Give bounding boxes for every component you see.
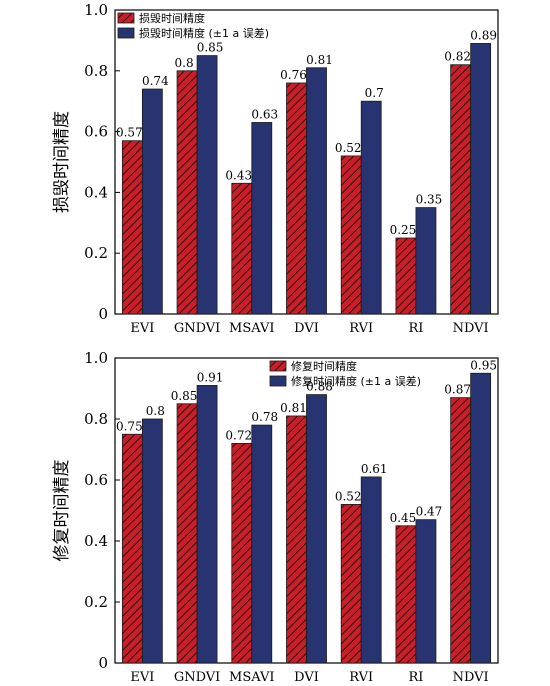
bar-ndvi-series-1 bbox=[450, 64, 472, 315]
data-label: 0.89 bbox=[470, 28, 497, 42]
data-label: 0.57 bbox=[116, 126, 143, 140]
data-label: 0.87 bbox=[444, 383, 471, 397]
x-category-label: RVI bbox=[349, 321, 373, 336]
bar-ndvi-series-1 bbox=[450, 397, 472, 664]
x-category-label: DVI bbox=[294, 321, 319, 336]
bar-ri-series-1 bbox=[395, 525, 417, 664]
legend-swatch-series-1 bbox=[117, 12, 135, 24]
bar-evi-series-1 bbox=[121, 433, 143, 664]
y-tick-label: 0.8 bbox=[84, 62, 108, 80]
data-label: 0.43 bbox=[225, 168, 252, 182]
bar-dvi-series-1 bbox=[286, 82, 307, 315]
legend-swatch-series-2 bbox=[269, 375, 287, 387]
x-category-label: EVI bbox=[130, 670, 154, 685]
bar-ndvi-series-2 bbox=[470, 43, 492, 315]
x-category-label: MSAVI bbox=[229, 670, 274, 685]
data-label: 0.61 bbox=[361, 462, 388, 476]
bar-msavi-series-2 bbox=[251, 424, 273, 664]
bar-dvi-series-2 bbox=[306, 394, 327, 664]
data-label: 0.74 bbox=[142, 74, 169, 88]
data-label: 0.75 bbox=[116, 419, 143, 433]
bar-chart-2: 00.20.40.60.81.0修复时间精度0.750.8EVI0.850.91… bbox=[52, 349, 499, 685]
legend-swatch-series-1 bbox=[269, 360, 287, 372]
data-label: 0.35 bbox=[416, 193, 443, 207]
data-label: 0.85 bbox=[171, 389, 198, 403]
x-category-label: RI bbox=[408, 670, 423, 685]
y-tick-label: 0.4 bbox=[84, 183, 108, 201]
x-category-label: NDVI bbox=[453, 670, 489, 685]
data-label: 0.25 bbox=[390, 223, 417, 237]
bar-dvi-series-2 bbox=[306, 67, 327, 315]
bar-gndvi-series-1 bbox=[176, 403, 198, 664]
data-label: 0.8 bbox=[175, 56, 194, 70]
y-tick-label: 0 bbox=[98, 654, 108, 672]
bar-msavi-series-1 bbox=[231, 442, 253, 664]
bar-rvi-series-2 bbox=[360, 476, 382, 664]
data-label: 0.88 bbox=[306, 380, 333, 394]
legend-label-series-1: 损毁时间精度 bbox=[139, 11, 205, 25]
data-label: 0.91 bbox=[197, 370, 224, 384]
data-label: 0.45 bbox=[390, 511, 417, 525]
bar-rvi-series-1 bbox=[340, 503, 362, 664]
y-tick-label: 1.0 bbox=[84, 1, 108, 19]
bar-dvi-series-1 bbox=[286, 415, 307, 664]
x-category-label: GNDVI bbox=[174, 670, 220, 685]
y-tick-label: 1.0 bbox=[84, 349, 108, 367]
bar-ri-series-2 bbox=[415, 207, 437, 315]
y-tick-label: 0.6 bbox=[84, 471, 108, 489]
data-label: 0.72 bbox=[225, 428, 252, 442]
data-label: 0.85 bbox=[197, 41, 224, 55]
data-label: 0.95 bbox=[470, 358, 497, 372]
bar-msavi-series-2 bbox=[251, 122, 273, 315]
data-label: 0.52 bbox=[335, 489, 362, 503]
data-label: 0.81 bbox=[280, 401, 307, 415]
legend-label-series-2: 损毁时间精度 (±1 a 误差) bbox=[139, 26, 269, 40]
legend-swatch-series-2 bbox=[117, 27, 135, 39]
x-category-label: DVI bbox=[294, 670, 319, 685]
y-tick-label: 0.2 bbox=[84, 244, 108, 262]
bar-evi-series-2 bbox=[141, 418, 163, 664]
data-label: 0.82 bbox=[444, 50, 471, 64]
data-label: 0.8 bbox=[146, 404, 165, 418]
data-label: 0.81 bbox=[306, 53, 333, 67]
data-label: 0.76 bbox=[280, 68, 307, 82]
bar-rvi-series-2 bbox=[360, 100, 382, 315]
y-tick-label: 0.4 bbox=[84, 532, 108, 550]
bar-ri-series-2 bbox=[415, 519, 437, 664]
y-tick-label: 0 bbox=[98, 305, 108, 323]
y-tick-label: 0.8 bbox=[84, 410, 108, 428]
x-category-label: EVI bbox=[130, 321, 154, 336]
y-axis-title: 修复时间精度 bbox=[52, 460, 72, 562]
x-category-label: MSAVI bbox=[229, 321, 274, 336]
data-label: 0.47 bbox=[416, 505, 443, 519]
legend-label-series-1: 修复时间精度 bbox=[291, 359, 357, 373]
data-label: 0.63 bbox=[251, 107, 278, 121]
bar-gndvi-series-2 bbox=[196, 385, 218, 664]
legend-label-series-2: 修复时间精度 (±1 a 误差) bbox=[291, 374, 421, 388]
x-category-label: GNDVI bbox=[174, 321, 220, 336]
bar-ndvi-series-2 bbox=[470, 372, 492, 664]
bar-evi-series-2 bbox=[141, 88, 163, 315]
data-label: 0.78 bbox=[251, 410, 278, 424]
data-label: 0.7 bbox=[365, 86, 384, 100]
y-tick-label: 0.2 bbox=[84, 593, 108, 611]
bar-evi-series-1 bbox=[121, 140, 143, 315]
x-category-label: RVI bbox=[349, 670, 373, 685]
bar-rvi-series-1 bbox=[340, 155, 362, 315]
bar-gndvi-series-1 bbox=[176, 70, 198, 315]
y-tick-label: 0.6 bbox=[84, 123, 108, 141]
x-category-label: NDVI bbox=[453, 321, 489, 336]
data-label: 0.52 bbox=[335, 141, 362, 155]
bar-gndvi-series-2 bbox=[196, 55, 218, 315]
y-axis-title: 损毁时间精度 bbox=[52, 111, 72, 213]
bar-msavi-series-1 bbox=[231, 182, 253, 315]
bar-ri-series-1 bbox=[395, 237, 417, 315]
x-category-label: RI bbox=[408, 321, 423, 336]
